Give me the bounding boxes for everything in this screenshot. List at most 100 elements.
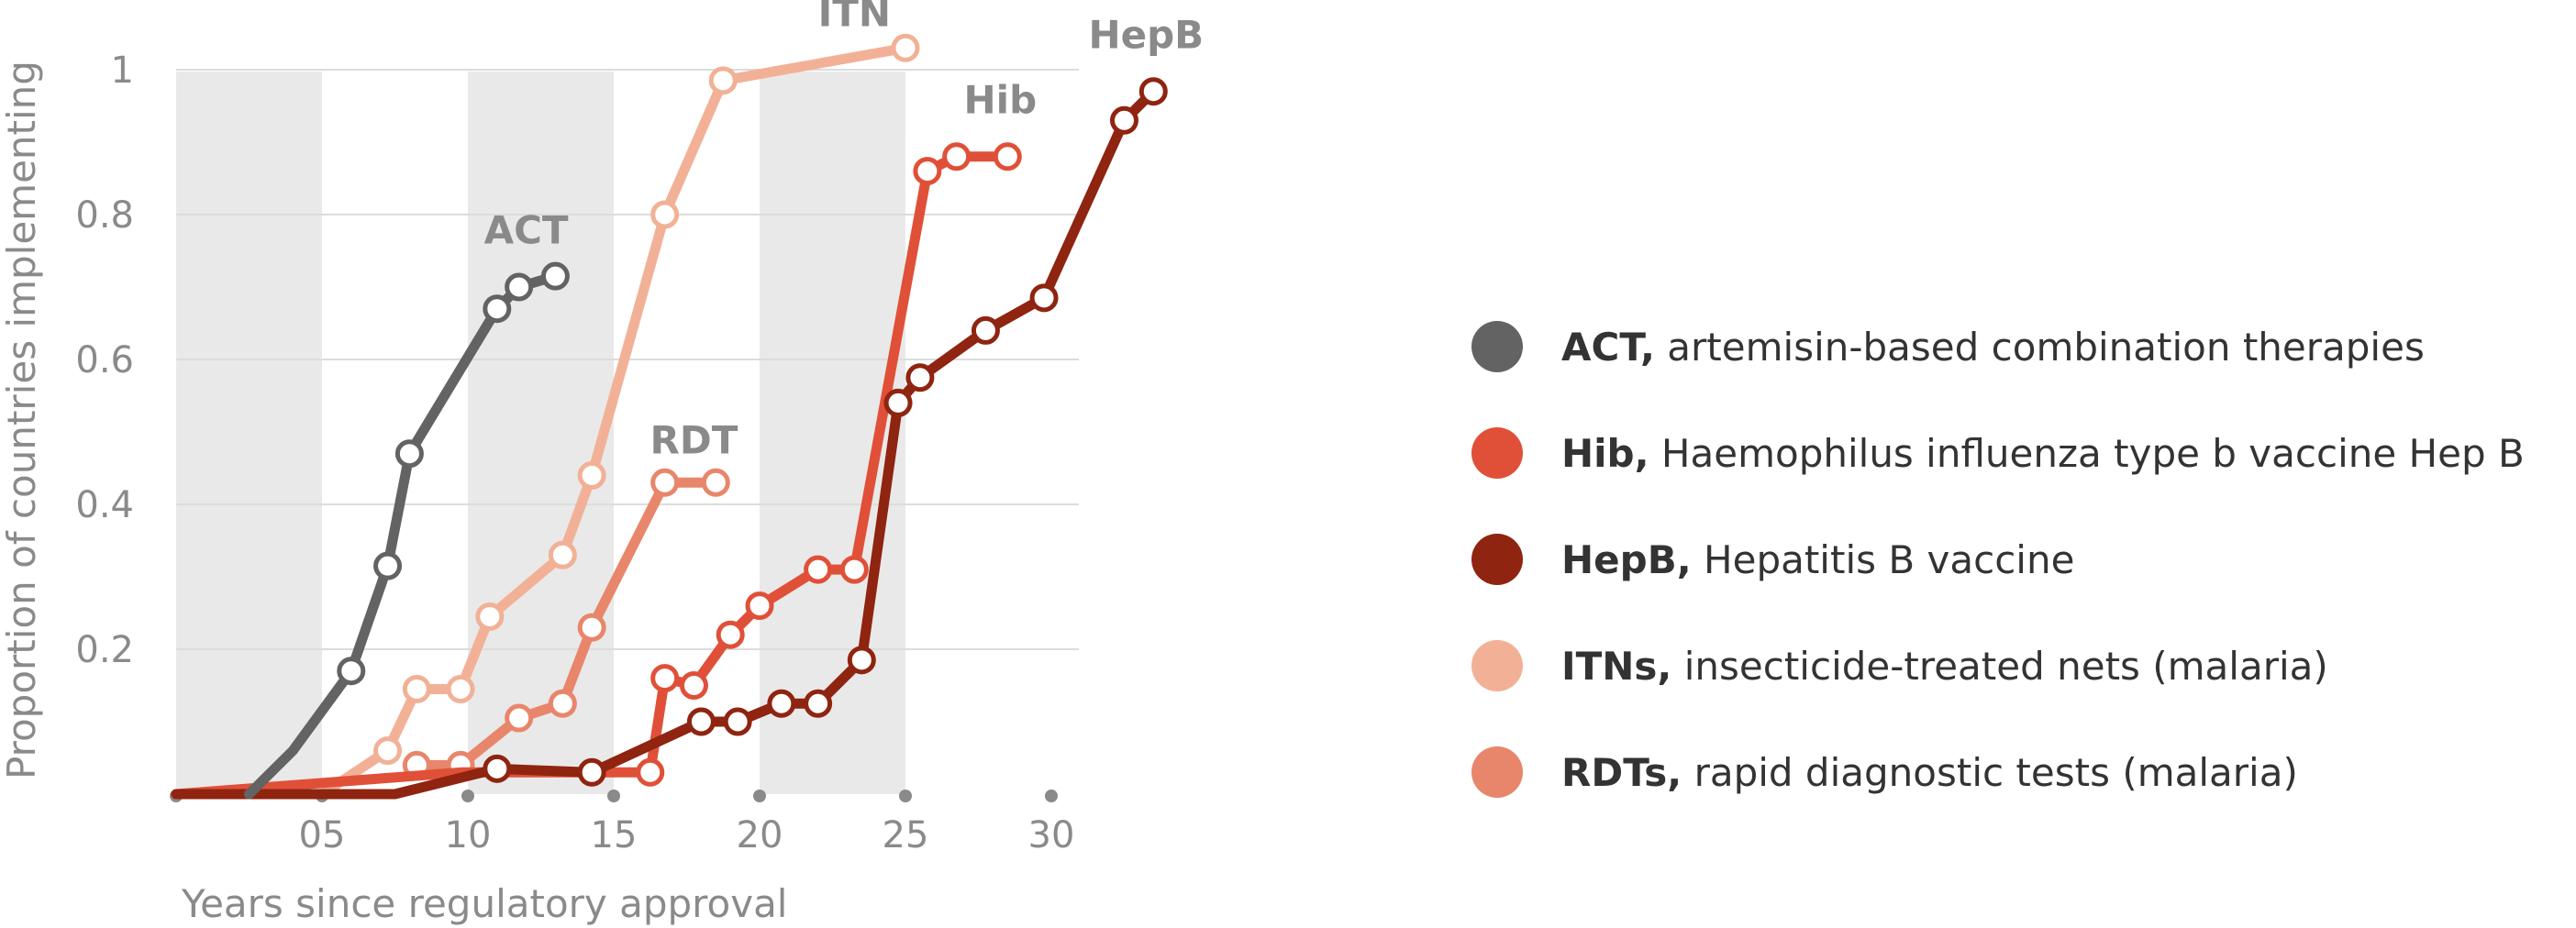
series-line-itn bbox=[316, 42, 911, 800]
legend-label-act: ACT, artemisin-based combination therapi… bbox=[1561, 325, 2425, 370]
data-point-itn bbox=[577, 460, 606, 490]
data-point-act bbox=[373, 551, 403, 580]
x-tick-label-5: 30 bbox=[1028, 814, 1075, 856]
data-point-act bbox=[394, 439, 424, 469]
legend-item-act: ACT, artemisin-based combination therapi… bbox=[1471, 321, 2425, 372]
series-itn bbox=[316, 33, 920, 800]
legend-swatch-hepb bbox=[1471, 534, 1523, 585]
y-tick-label-3: 0.8 bbox=[75, 194, 134, 237]
legend-swatch-itns bbox=[1471, 640, 1523, 691]
y-tick-label-1: 0.4 bbox=[75, 484, 134, 526]
legend-label-key: RDTs, bbox=[1561, 750, 1682, 795]
series-act bbox=[244, 261, 570, 800]
legend-label-description: Hepatitis B vaccine bbox=[1692, 537, 2075, 582]
data-point-hepb bbox=[577, 757, 606, 787]
data-point-hepb bbox=[1029, 283, 1059, 313]
data-point-rdt bbox=[701, 468, 730, 497]
legend-swatch-hib bbox=[1471, 427, 1523, 479]
series-label-itn: ITN bbox=[818, 0, 891, 36]
series-hib bbox=[171, 142, 1022, 800]
data-point-itn bbox=[650, 200, 680, 229]
x-axis-dot-5 bbox=[899, 790, 912, 802]
series-label-rdt: RDT bbox=[650, 418, 738, 463]
data-point-hib bbox=[839, 555, 869, 584]
y-tick-label-0: 0.2 bbox=[75, 629, 134, 671]
legend-label-description: Haemophilus influenza type b vaccine Hep… bbox=[1649, 431, 2525, 476]
x-axis-title: Years since regulatory approval bbox=[181, 881, 787, 926]
data-point-hepb bbox=[1138, 77, 1168, 106]
legend-swatch-rdts bbox=[1471, 746, 1523, 798]
legend-item-hib: Hib, Haemophilus influenza type b vaccin… bbox=[1471, 427, 2525, 479]
data-point-itn bbox=[373, 736, 403, 766]
data-point-rdt bbox=[505, 703, 534, 733]
series-label-hib: Hib bbox=[964, 77, 1038, 122]
x-tick-label-0: 05 bbox=[299, 814, 346, 856]
data-point-hepb bbox=[804, 689, 833, 718]
data-point-itn bbox=[475, 602, 505, 631]
legend-item-rdts: RDTs, rapid diagnostic tests (malaria) bbox=[1471, 746, 2298, 798]
data-point-hib bbox=[804, 555, 833, 584]
y-tick-label-2: 0.6 bbox=[75, 339, 134, 381]
data-point-act bbox=[505, 272, 534, 302]
data-point-rdt bbox=[650, 468, 680, 497]
data-point-hepb bbox=[905, 363, 935, 392]
legend-label-itns: ITNs, insecticide-treated nets (malaria) bbox=[1561, 644, 2328, 689]
data-point-hepb bbox=[971, 315, 1000, 345]
x-axis-dot-2 bbox=[461, 790, 474, 802]
y-tick-labels: 0.2 0.4 0.6 0.8 1 bbox=[75, 50, 134, 671]
series-lines bbox=[171, 33, 1168, 800]
x-axis-dot-4 bbox=[753, 790, 766, 802]
legend: ACT, artemisin-based combination therapi… bbox=[1471, 321, 2525, 798]
data-point-itn bbox=[891, 33, 920, 62]
legend-label-description: artemisin-based combination therapies bbox=[1655, 325, 2425, 370]
data-point-hib bbox=[913, 157, 942, 186]
x-tick-label-4: 25 bbox=[883, 814, 929, 856]
data-point-rdt bbox=[577, 613, 606, 642]
data-point-hib bbox=[650, 664, 680, 693]
y-tick-label-4: 1 bbox=[111, 50, 134, 92]
legend-label-rdts: RDTs, rapid diagnostic tests (malaria) bbox=[1561, 750, 2298, 795]
data-point-hib bbox=[679, 671, 708, 700]
y-axis-title: Proportion of countries implementing bbox=[0, 61, 44, 779]
data-point-act bbox=[540, 261, 570, 291]
data-point-hepb bbox=[1110, 105, 1138, 135]
data-point-hepb bbox=[767, 689, 796, 718]
data-point-hepb bbox=[847, 646, 876, 675]
legend-label-key: Hib, bbox=[1561, 431, 1649, 476]
legend-item-hepb: HepB, Hepatitis B vaccine bbox=[1471, 534, 2074, 585]
legend-label-key: ACT, bbox=[1561, 325, 1655, 370]
data-point-hepb bbox=[723, 707, 752, 736]
series-hepb bbox=[171, 77, 1168, 800]
legend-swatch-act bbox=[1471, 321, 1523, 372]
legend-label-description: insecticide-treated nets (malaria) bbox=[1671, 644, 2327, 689]
legend-label-description: rapid diagnostic tests (malaria) bbox=[1682, 750, 2298, 795]
legend-label-key: ITNs, bbox=[1561, 644, 1671, 689]
series-labels: ACT RDT ITN Hib HepB bbox=[484, 0, 1205, 463]
legend-item-itns: ITNs, insecticide-treated nets (malaria) bbox=[1471, 640, 2328, 691]
legend-label-hepb: HepB, Hepatitis B vaccine bbox=[1561, 537, 2074, 582]
data-point-hepb bbox=[883, 388, 913, 417]
series-label-act: ACT bbox=[484, 208, 569, 253]
series-label-hepb: HepB bbox=[1088, 12, 1204, 57]
data-point-rdt bbox=[548, 689, 577, 718]
x-tick-label-3: 20 bbox=[737, 814, 783, 856]
shaded-band-0 bbox=[176, 72, 322, 794]
data-point-hib bbox=[745, 591, 774, 621]
legend-label-hib: Hib, Haemophilus influenza type b vaccin… bbox=[1561, 431, 2525, 476]
x-tick-label-1: 10 bbox=[445, 814, 492, 856]
data-point-hib bbox=[716, 620, 745, 649]
data-point-act bbox=[483, 294, 512, 324]
x-axis-dot-6 bbox=[1045, 790, 1058, 802]
data-point-act bbox=[337, 657, 366, 686]
data-point-itn bbox=[446, 674, 475, 703]
series-rdt bbox=[402, 468, 730, 779]
x-axis-dot-3 bbox=[607, 790, 620, 802]
data-point-itn bbox=[548, 540, 577, 569]
shaded-bands bbox=[176, 72, 905, 794]
data-point-itn bbox=[708, 66, 738, 95]
x-tick-labels: 05 10 15 20 25 30 bbox=[299, 814, 1075, 856]
data-point-hepb bbox=[686, 707, 716, 736]
x-tick-label-2: 15 bbox=[591, 814, 638, 856]
shaded-band-1 bbox=[468, 72, 614, 794]
data-point-itn bbox=[402, 674, 431, 703]
